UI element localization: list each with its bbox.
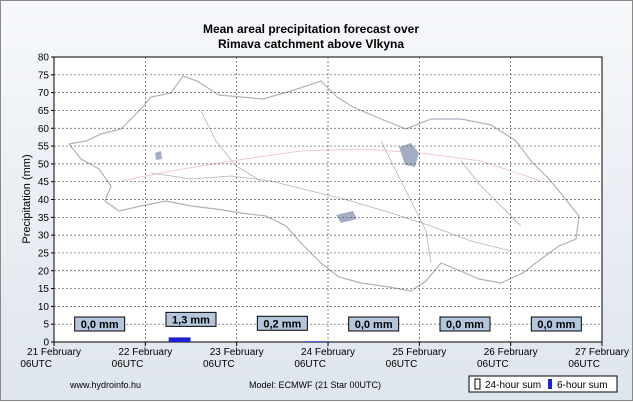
- x-tick-time: 06UTC: [568, 359, 600, 370]
- y-tick-label: 15: [38, 284, 50, 295]
- y-tick-label: 30: [38, 231, 50, 242]
- daily-sum-label: 0,0 mm: [537, 319, 575, 331]
- catchment-river: [460, 160, 522, 227]
- daily-sum-box: 0,2 mm: [256, 315, 308, 331]
- model-footer: Model: ECMWF (21 Star 00UTC): [249, 380, 381, 390]
- x-tick-time: 06UTC: [294, 359, 326, 370]
- daily-sum-box-bg: [256, 315, 308, 331]
- y-tick-label: 0: [43, 338, 49, 349]
- daily-sum-box: 0,0 mm: [74, 316, 126, 332]
- y-tick-label: 5: [43, 320, 49, 331]
- x-tick-time: 06UTC: [20, 359, 52, 370]
- x-tick-time: 06UTC: [112, 359, 144, 370]
- daily-sum-box-bg: [530, 316, 582, 332]
- daily-sum-box: 1,3 mm: [165, 311, 217, 327]
- y-tick-label: 55: [38, 142, 50, 153]
- daily-sum-label: 0,0 mm: [355, 319, 393, 331]
- six-hour-bars: [168, 337, 328, 342]
- y-tick-label: 75: [38, 70, 50, 81]
- chart-title-line-1: Mean areal precipitation forecast over: [203, 22, 419, 36]
- daily-sum-box: 0,0 mm: [530, 316, 582, 332]
- legend-6h-label: 6-hour sum: [557, 380, 608, 391]
- y-tick-label: 65: [38, 106, 50, 117]
- y-tick-label: 10: [38, 302, 50, 313]
- legend-24h-swatch: [474, 378, 481, 390]
- catchment-lake: [155, 151, 162, 160]
- catchment-lake: [399, 143, 419, 167]
- daily-sum-box-bg: [348, 316, 400, 332]
- catchment-river: [380, 140, 432, 264]
- y-axis-label: Precipitation (mm): [21, 154, 33, 243]
- x-tick-date: 23 February: [210, 347, 264, 358]
- x-tick-date: 22 February: [118, 347, 172, 358]
- y-tick-label: 20: [38, 266, 50, 277]
- x-tick-date: 26 February: [484, 347, 538, 358]
- catchment-river: [200, 110, 262, 182]
- daily-sum-box-bg: [439, 316, 491, 332]
- daily-sum-label: 0,0 mm: [446, 319, 484, 331]
- x-tick-time: 06UTC: [477, 359, 509, 370]
- catchment-road: [120, 148, 542, 182]
- x-tick-date: 21 February: [27, 347, 81, 358]
- y-tick-label: 60: [38, 124, 50, 135]
- x-tick-date: 24 February: [301, 347, 355, 358]
- y-tick-label: 70: [38, 88, 50, 99]
- y-tick-label: 40: [38, 195, 50, 206]
- y-tick-label: 35: [38, 213, 50, 224]
- daily-sum-label: 0,0 mm: [81, 319, 119, 331]
- x-tick-date: 27 February: [575, 347, 629, 358]
- daily-sum-box: 0,0 mm: [439, 316, 491, 332]
- daily-sum-box-bg: [74, 316, 126, 332]
- legend: 24-hour sum 6-hour sum: [468, 375, 618, 393]
- legend-24h-label: 24-hour sum: [485, 380, 541, 391]
- daily-sum-label: 0,2 mm: [263, 318, 301, 330]
- y-tick-label: 80: [38, 53, 50, 64]
- y-tick-label: 25: [38, 248, 50, 259]
- daily-sum-box-bg: [165, 311, 217, 327]
- y-axis-ticks: 0 5 10 15 20 25 30 35 40 45 50 55 60 65 70 75 80: [38, 53, 54, 349]
- legend-box: [468, 375, 618, 393]
- y-tick-label: 50: [38, 159, 50, 170]
- six-hour-bar: [305, 341, 328, 342]
- legend-6h-swatch: [548, 379, 552, 389]
- x-tick-date: 25 February: [392, 347, 446, 358]
- y-tick-label: 45: [38, 177, 50, 188]
- catchment-river: [150, 172, 512, 252]
- grid-lines: [54, 57, 602, 342]
- daily-sum-label: 1,3 mm: [172, 314, 210, 326]
- x-tick-time: 06UTC: [203, 359, 235, 370]
- x-tick-time: 06UTC: [386, 359, 418, 370]
- six-hour-bar: [168, 337, 191, 342]
- source-footer: www.hydroinfo.hu: [69, 380, 141, 390]
- chart-title-line-2: Rimava catchment above Vlkyna: [218, 37, 404, 51]
- daily-sum-box: 0,0 mm: [348, 316, 400, 332]
- daily-sum-labels: 0,0 mm 1,3 mm 0,2 mm 0,0 mm 0,0 mm 0,0 mm: [74, 311, 582, 332]
